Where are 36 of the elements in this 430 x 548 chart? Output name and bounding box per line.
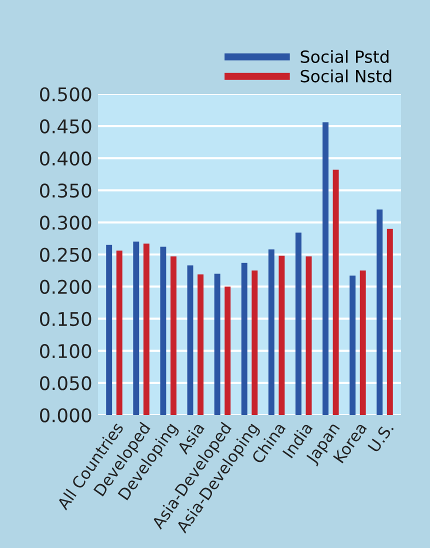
bar <box>116 250 122 415</box>
y-tick-label: 0.400 <box>40 151 92 166</box>
bar <box>143 244 150 415</box>
bar <box>160 246 166 415</box>
y-tick-label: 0.150 <box>40 312 92 326</box>
y-tick-label: 0.050 <box>40 376 92 390</box>
bar <box>306 256 312 415</box>
bar <box>214 274 220 415</box>
bar <box>386 228 393 415</box>
y-tick-label: 0.200 <box>40 280 92 294</box>
bar <box>360 270 366 415</box>
bar <box>198 274 204 415</box>
y-tick-label: 0.000 <box>40 408 92 422</box>
y-tick-label: 0.350 <box>40 184 92 198</box>
legend-label: Social Nstd <box>300 70 392 82</box>
y-tick-label: 0.500 <box>40 87 92 102</box>
bar <box>106 244 112 415</box>
y-tick-label: 0.250 <box>40 248 92 262</box>
bar <box>322 122 328 415</box>
y-tick-label: 0.300 <box>40 216 92 230</box>
bar <box>350 276 356 415</box>
bar <box>170 256 176 415</box>
bar <box>268 249 274 415</box>
y-tick-label: 0.100 <box>40 344 92 358</box>
bar <box>332 170 339 415</box>
bar <box>241 262 248 415</box>
bar <box>224 286 231 415</box>
y-tick-label: 0.450 <box>40 119 92 134</box>
legend-label: Social Pstd <box>300 50 388 63</box>
bar <box>278 256 285 415</box>
bar <box>376 210 383 415</box>
bar <box>295 232 302 415</box>
bar <box>252 270 258 415</box>
bar <box>187 265 194 415</box>
x-tick-label: U.S. <box>367 422 394 453</box>
bar <box>133 242 140 415</box>
